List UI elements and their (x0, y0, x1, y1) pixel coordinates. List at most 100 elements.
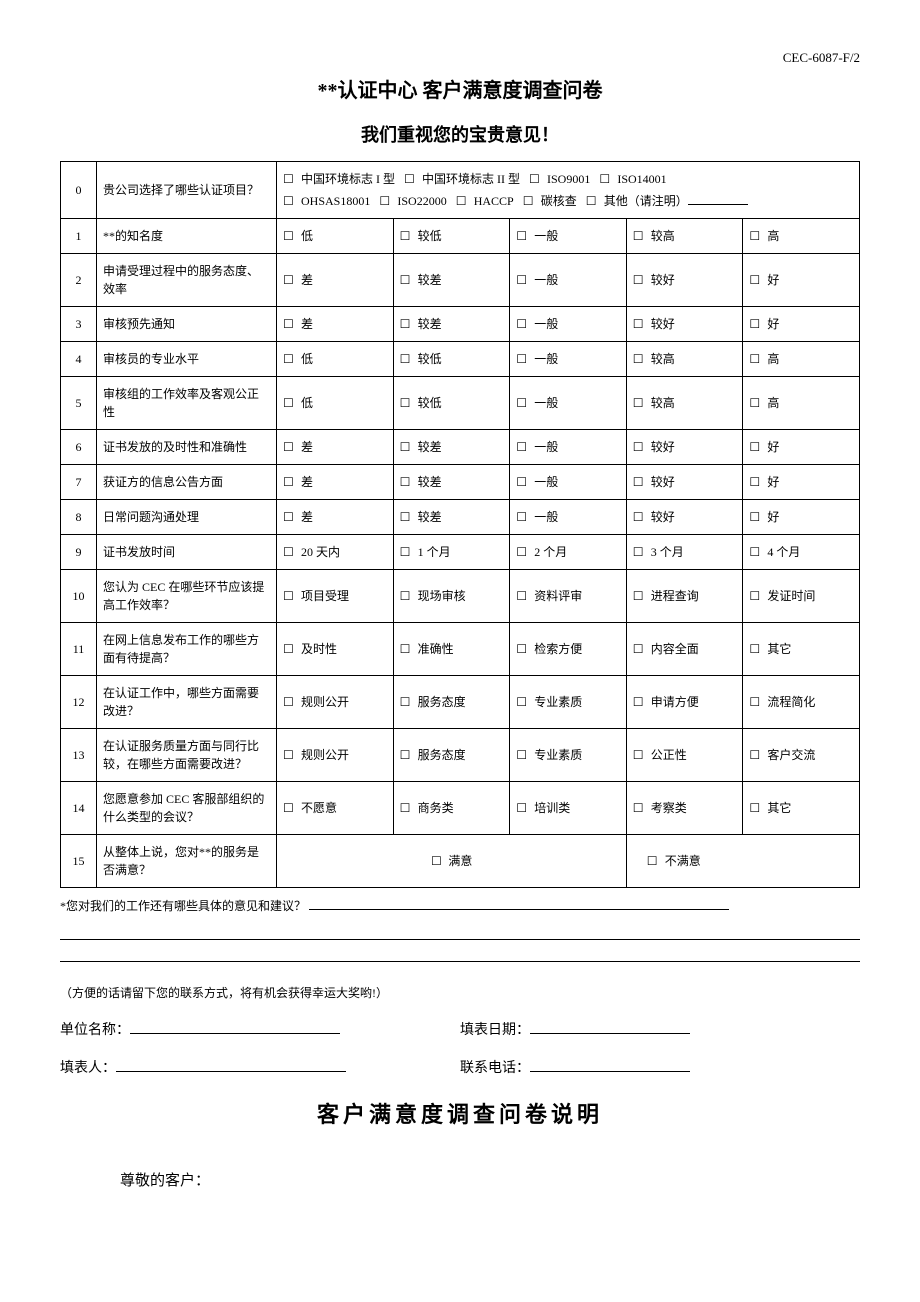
checkbox-option[interactable]: ☐ 现场审核 (400, 589, 466, 603)
survey-row: 1 **的知名度☐ 低☐ 较低☐ 一般☐ 较高☐ 高 (61, 219, 860, 254)
option-cell: ☐ 较高 (626, 219, 743, 254)
checkbox-option[interactable]: ☐ OHSAS18001 (283, 194, 370, 208)
checkbox-option[interactable]: ☐ 资料评审 (516, 589, 582, 603)
checkbox-option[interactable]: ☐ 准确性 (400, 642, 454, 656)
date-input-line[interactable] (530, 1020, 690, 1034)
question-text: 在认证工作中，哪些方面需要改进？ (97, 676, 277, 729)
checkbox-option[interactable]: ☐ 4 个月 (749, 545, 800, 559)
checkbox-option[interactable]: ☐ 考察类 (633, 801, 687, 815)
checkbox-option[interactable]: ☐ 内容全面 (633, 642, 699, 656)
option-cell: ☐ 一般 (510, 500, 627, 535)
checkbox-option[interactable]: ☐ 差 (283, 475, 313, 489)
phone-input-line[interactable] (530, 1058, 690, 1072)
checkbox-option[interactable]: ☐ ISO9001 (529, 172, 590, 186)
checkbox-option[interactable]: ☐ 好 (749, 273, 779, 287)
checkbox-option[interactable]: ☐ 较好 (633, 317, 675, 331)
checkbox-option[interactable]: ☐ 较低 (400, 229, 442, 243)
checkbox-option[interactable]: ☐ 中国环境标志 I 型 (283, 172, 395, 186)
row-number: 4 (61, 342, 97, 377)
checkbox-option[interactable]: ☐ 好 (749, 440, 779, 454)
checkbox-option[interactable]: ☐ ISO22000 (379, 194, 446, 208)
checkbox-option[interactable]: ☐ 好 (749, 317, 779, 331)
option-cell: ☐ 1 个月 (393, 535, 510, 570)
checkbox-option[interactable]: ☐ 流程简化 (749, 695, 815, 709)
checkbox-option[interactable]: ☐ 较高 (633, 352, 675, 366)
checkbox-option[interactable]: ☐ 高 (749, 396, 779, 410)
checkbox-option[interactable]: ☐ 1 个月 (400, 545, 451, 559)
question-text: 证书发放的及时性和准确性 (97, 430, 277, 465)
checkbox-option[interactable]: ☐ 公正性 (633, 748, 687, 762)
checkbox-option[interactable]: ☐ 较差 (400, 475, 442, 489)
checkbox-option[interactable]: ☐ 规则公开 (283, 748, 349, 762)
checkbox-option[interactable]: ☐ 一般 (516, 440, 558, 454)
checkbox-option[interactable]: ☐ 碳核查 (523, 194, 577, 208)
checkbox-option[interactable]: ☐ 申请方便 (633, 695, 699, 709)
checkbox-option[interactable]: ☐ 检索方便 (516, 642, 582, 656)
checkbox-option[interactable]: ☐ 差 (283, 317, 313, 331)
checkbox-option[interactable]: ☐ 其它 (749, 801, 791, 815)
checkbox-option[interactable]: ☐ 其它 (749, 642, 791, 656)
checkbox-option[interactable]: ☐ 一般 (516, 510, 558, 524)
checkbox-option[interactable]: ☐ 一般 (516, 396, 558, 410)
checkbox-option[interactable]: ☐ 较高 (633, 229, 675, 243)
checkbox-option[interactable]: ☐ 较差 (400, 440, 442, 454)
checkbox-option[interactable]: ☐ 较低 (400, 396, 442, 410)
checkbox-option[interactable]: ☐ 好 (749, 475, 779, 489)
checkbox-option[interactable]: ☐ 低 (283, 352, 313, 366)
checkbox-option[interactable]: ☐ 20 天内 (283, 545, 340, 559)
checkbox-option[interactable]: ☐ 高 (749, 352, 779, 366)
checkbox-option[interactable]: ☐ HACCP (456, 194, 514, 208)
checkbox-option[interactable]: ☐ 专业素质 (516, 695, 582, 709)
checkbox-option[interactable]: ☐ 低 (283, 396, 313, 410)
checkbox-option[interactable]: ☐ 2 个月 (516, 545, 567, 559)
checkbox-option[interactable]: ☐ 服务态度 (400, 748, 466, 762)
checkbox-option[interactable]: ☐ 不愿意 (283, 801, 337, 815)
checkbox-option[interactable]: ☐ 较高 (633, 396, 675, 410)
option-cell: ☐ 一般 (510, 377, 627, 430)
checkbox-option[interactable]: ☐ 进程查询 (633, 589, 699, 603)
checkbox-option[interactable]: ☐ 项目受理 (283, 589, 349, 603)
checkbox-option[interactable]: ☐ 服务态度 (400, 695, 466, 709)
checkbox-option[interactable]: ☐ 规则公开 (283, 695, 349, 709)
checkbox-option[interactable]: ☐ 差 (283, 273, 313, 287)
checkbox-option[interactable]: ☐ 差 (283, 440, 313, 454)
checkbox-option[interactable]: ☐ 一般 (516, 317, 558, 331)
option-cell: ☐ 其它 (743, 623, 860, 676)
checkbox-option[interactable]: ☐ 3 个月 (633, 545, 684, 559)
checkbox-option[interactable]: ☐ 一般 (516, 475, 558, 489)
checkbox-option[interactable]: ☐ 较好 (633, 475, 675, 489)
checkbox-option[interactable]: ☐ 不满意 (647, 854, 701, 868)
suggestions-line-inline[interactable] (309, 898, 729, 910)
checkbox-option[interactable]: ☐ 发证时间 (749, 589, 815, 603)
checkbox-option[interactable]: ☐ 一般 (516, 273, 558, 287)
checkbox-option[interactable]: ☐ 中国环境标志 II 型 (404, 172, 520, 186)
option-cell: ☐ 及时性 (277, 623, 394, 676)
checkbox-option[interactable]: ☐ 及时性 (283, 642, 337, 656)
suggestions-line-1[interactable] (60, 924, 860, 940)
checkbox-option[interactable]: ☐ 满意 (430, 854, 472, 868)
checkbox-option[interactable]: ☐ 差 (283, 510, 313, 524)
checkbox-option[interactable]: ☐ 专业素质 (516, 748, 582, 762)
checkbox-option[interactable]: ☐ 高 (749, 229, 779, 243)
filler-input-line[interactable] (116, 1058, 346, 1072)
checkbox-option[interactable]: ☐ ISO14001 (599, 172, 666, 186)
checkbox-option[interactable]: ☐ 较好 (633, 440, 675, 454)
checkbox-option[interactable]: ☐ 低 (283, 229, 313, 243)
checkbox-option[interactable]: ☐ 较差 (400, 510, 442, 524)
checkbox-option[interactable]: ☐ 一般 (516, 352, 558, 366)
org-input-line[interactable] (130, 1020, 340, 1034)
checkbox-option[interactable]: ☐ 培训类 (516, 801, 570, 815)
checkbox-option[interactable]: ☐ 其他（请注明） (586, 194, 688, 208)
checkbox-option[interactable]: ☐ 好 (749, 510, 779, 524)
checkbox-option[interactable]: ☐ 商务类 (400, 801, 454, 815)
checkbox-option[interactable]: ☐ 较好 (633, 510, 675, 524)
checkbox-option[interactable]: ☐ 较差 (400, 317, 442, 331)
checkbox-option[interactable]: ☐ 客户交流 (749, 748, 815, 762)
checkbox-option[interactable]: ☐ 较低 (400, 352, 442, 366)
other-input-line[interactable] (688, 193, 748, 205)
checkbox-option[interactable]: ☐ 较差 (400, 273, 442, 287)
checkbox-option[interactable]: ☐ 一般 (516, 229, 558, 243)
option-cell: ☐ 低 (277, 219, 394, 254)
checkbox-option[interactable]: ☐ 较好 (633, 273, 675, 287)
suggestions-line-2[interactable] (60, 946, 860, 962)
